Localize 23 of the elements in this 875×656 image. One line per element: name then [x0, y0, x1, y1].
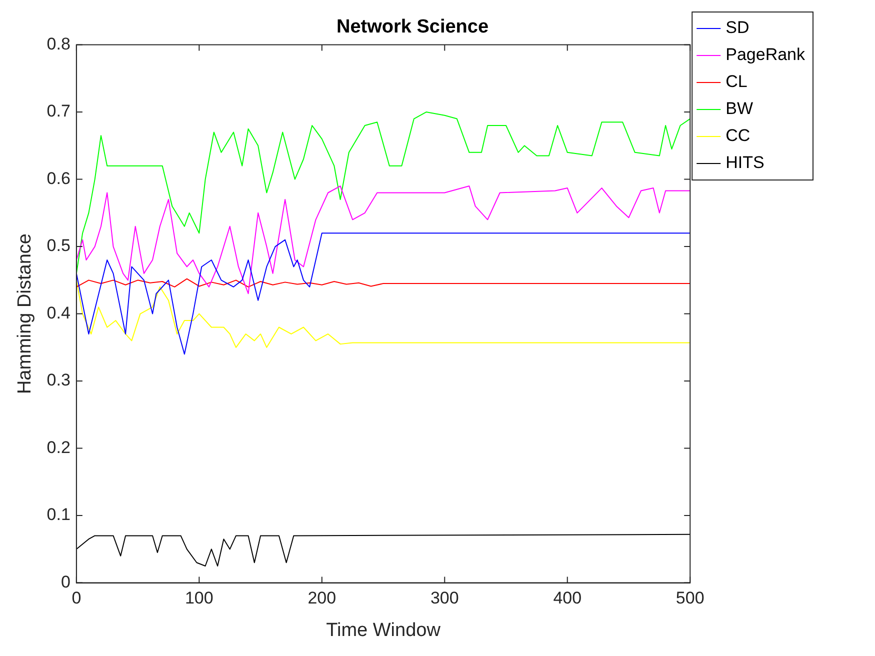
- y-tick-label: 0.8: [46, 34, 70, 54]
- x-tick-label: 300: [430, 588, 459, 608]
- y-tick-label: 0.3: [46, 370, 70, 390]
- legend-label: CL: [726, 72, 748, 92]
- y-tick-label: 0.6: [46, 168, 70, 188]
- y-tick-label: 0.5: [46, 236, 70, 256]
- y-axis-title: Hamming Distance: [14, 234, 36, 394]
- x-tick-label: 500: [676, 588, 704, 608]
- legend-label: PageRank: [726, 45, 806, 64]
- chart-title: Network Science: [336, 16, 489, 38]
- legend-label: SD: [726, 18, 750, 38]
- x-tick-label: 400: [553, 588, 582, 608]
- legend-label: CC: [726, 126, 750, 146]
- x-axis-title: Time Window: [326, 620, 441, 641]
- legend-label: HITS: [726, 153, 764, 172]
- y-tick-label: 0: [60, 572, 70, 592]
- y-tick-label: 0.1: [46, 505, 70, 524]
- x-tick-label: 200: [308, 588, 336, 608]
- legend-label: BW: [726, 99, 753, 118]
- x-tick-label: 100: [184, 588, 214, 608]
- y-tick-label: 0.4: [46, 303, 70, 322]
- y-tick-label: 0.7: [46, 102, 70, 121]
- y-tick-label: 0.2: [46, 438, 70, 457]
